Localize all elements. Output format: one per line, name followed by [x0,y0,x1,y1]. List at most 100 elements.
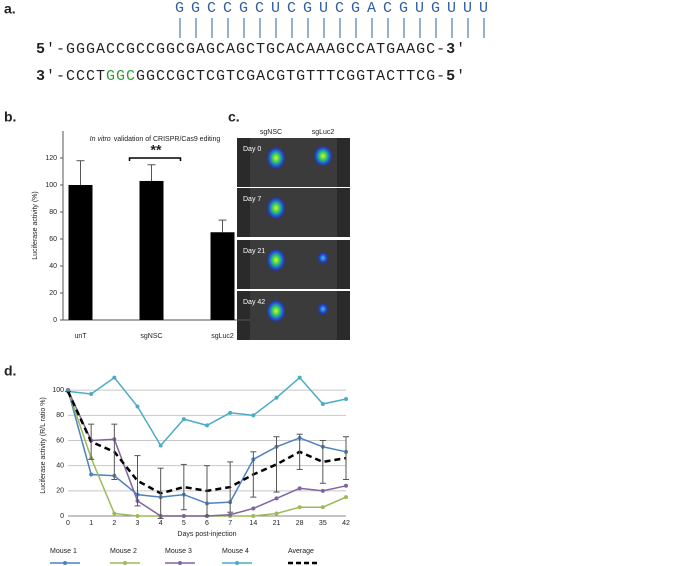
point [135,514,140,518]
y-tick-label: 40 [56,463,64,470]
y-tick-label: 120 [45,155,57,162]
x-axis-label: Days post-injection [177,531,236,538]
y-tick-label: 100 [52,387,64,394]
x-tick-label: 0 [66,520,70,527]
y-tick-label: 60 [56,437,64,444]
bar [210,232,235,320]
point [158,443,163,448]
y-tick-label: 0 [60,513,64,520]
point [274,511,279,516]
signal [317,251,329,265]
x-tick-label: sgNSC [140,333,162,340]
point [274,395,279,400]
point [344,495,348,500]
x-tick-label: unT [74,333,87,340]
x-tick-label: 7 [228,520,232,527]
y-tick-label: 40 [49,263,57,270]
signal [313,145,333,167]
point [112,375,117,380]
row-label: Day 21 [243,248,265,255]
point [297,375,302,380]
panel-label: d. [4,363,16,379]
x-tick-label: 28 [296,520,304,527]
legend-label: Mouse 2 [110,548,137,555]
series-line [67,376,347,447]
row-label: Day 42 [243,299,265,306]
y-axis-label: Luciferase activity (%) [32,191,39,259]
panel-label: c. [228,109,240,125]
x-tick-label: 21 [273,520,281,527]
legend-marker [123,561,127,565]
y-tick-label: 100 [45,182,57,189]
top-strand: 5'-GGGACCGCCGGCGAGCAGCTGCACAAAGCCATGAAGC… [36,41,466,58]
x-tick-label: 2 [112,520,116,527]
column-label: sgLuc2 [312,129,335,136]
point [181,417,186,422]
pairing-lines [179,18,485,38]
point [320,488,325,493]
x-tick-label: 5 [182,520,186,527]
x-tick-label: 42 [342,520,350,527]
signal [317,302,329,316]
legend-marker [178,561,182,565]
annotation: ** [151,142,162,158]
point [320,505,325,510]
point [89,391,94,396]
y-tick-label: 20 [56,488,64,495]
guide-rna: GGCCGCUCGUCGACGUGUUU [175,0,495,17]
point [320,402,325,407]
legend-marker [235,561,239,565]
point [181,514,186,518]
mouse-body [250,188,337,237]
imaging-panel: Day 0 Day 7 Day 21 Day 42 [237,138,350,340]
point [228,410,233,415]
bar [68,185,93,320]
legend-label: Mouse 1 [50,548,77,555]
bar [139,180,164,320]
point [112,511,117,516]
row-label: Day 0 [243,146,261,153]
x-tick-label: 4 [159,520,163,527]
panel-label: a. [4,1,16,17]
signal [266,196,286,220]
bottom-strand: 3'-CCCTGGCGGCCGCTCGTCGACGTGTTTCGGTACTTCG… [36,68,466,85]
point [205,423,209,428]
y-tick-label: 0 [53,317,57,324]
y-axis-label: Luciferase activity (R/L ratio %) [40,397,47,494]
legend-label: Mouse 4 [222,548,249,555]
x-tick-label: sgLuc2 [211,333,234,340]
y-tick-label: 20 [49,290,57,297]
point [344,483,348,488]
chart-title: In vitro validation of CRISPR/Cas9 editin… [90,136,221,143]
x-tick-label: 1 [89,520,93,527]
legend-marker [63,561,67,565]
panel-label: b. [4,109,16,125]
legend-label: Mouse 3 [165,548,192,555]
title-italic: In vitro [90,136,111,143]
point [251,413,256,418]
point [251,514,256,518]
row-label: Day 7 [243,196,261,203]
column-label: sgNSC [260,129,282,136]
x-tick-label: 3 [136,520,140,527]
x-tick-label: 6 [205,520,209,527]
point [297,505,302,510]
significance-bracket [128,157,182,161]
signal [266,299,286,323]
point [228,512,233,517]
title: validation of CRISPR/Cas9 editing [114,136,221,143]
legend-label: Average [288,548,314,555]
signal [266,248,286,272]
y-tick-label: 80 [49,209,57,216]
signal [266,146,286,170]
x-tick-label: 14 [249,520,257,527]
point [251,506,256,511]
point [297,486,302,491]
x-tick-label: 35 [319,520,327,527]
point [135,404,140,409]
point [89,472,94,477]
point [344,396,348,401]
y-tick-label: 80 [56,412,64,419]
point [274,496,279,501]
